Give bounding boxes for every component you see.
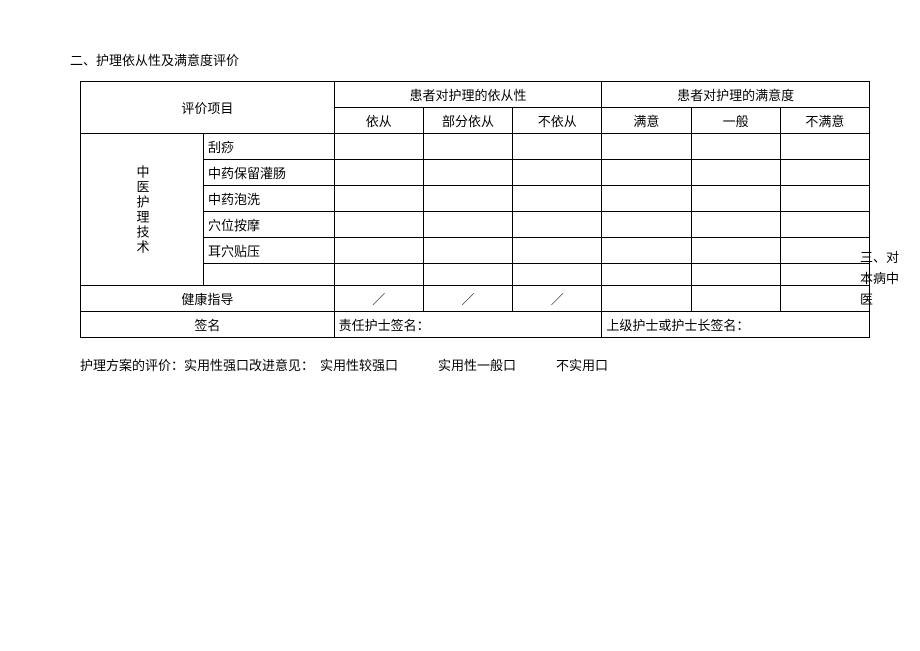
cell: ／ [423,286,512,312]
cell [780,186,869,212]
cell [691,160,780,186]
cell [691,238,780,264]
section-title: 二、护理依从性及满意度评价 [70,50,850,69]
table-row: 中医护理技术 刮痧 [81,134,870,160]
cell [513,238,602,264]
table-row: 健康指导 ／ ／ ／ [81,286,870,312]
header-col: 依从 [334,108,423,134]
evaluation-table: 评价项目 患者对护理的依从性 患者对护理的满意度 依从 部分依从 不依从 满意 … [80,81,870,338]
tech-item: 穴位按摩 [204,212,335,238]
cell [602,286,691,312]
tech-item: 中药保留灌肠 [204,160,335,186]
table-header-row-1: 评价项目 患者对护理的依从性 患者对护理的满意度 [81,82,870,108]
cell [602,186,691,212]
cell [423,212,512,238]
header-col: 满意 [602,108,691,134]
header-col: 不满意 [780,108,869,134]
cell: ／ [513,286,602,312]
cell [691,134,780,160]
cell [780,238,869,264]
table-row: 签名 责任护士签名： 上级护士或护士长签名： [81,312,870,338]
cell [691,264,780,286]
cell [423,186,512,212]
cell [423,134,512,160]
eval-option: 实用性较强口 [320,356,398,376]
cell [602,160,691,186]
cell [691,212,780,238]
cell [780,264,869,286]
header-col: 一般 [691,108,780,134]
cell [334,186,423,212]
eval-option: 实用性一般口 [438,356,516,376]
tech-item: 中药泡洗 [204,186,335,212]
header-col: 不依从 [513,108,602,134]
header-satisfaction-group: 患者对护理的满意度 [602,82,870,108]
cell [691,186,780,212]
cell [513,134,602,160]
eval-option: 不实用口 [556,356,608,376]
tech-item-blank [204,264,335,286]
header-col: 部分依从 [423,108,512,134]
cell [780,212,869,238]
tech-item: 刮痧 [204,134,335,160]
cell [602,264,691,286]
cell [423,264,512,286]
cell [423,160,512,186]
cell [780,160,869,186]
sign-right-cell: 上级护士或护士长签名： [602,312,870,338]
cell [334,264,423,286]
sign-label: 签名 [81,312,335,338]
cell [602,238,691,264]
cell [780,134,869,160]
cell: ／ [334,286,423,312]
eval-opt1: 实用性强口 [184,358,249,373]
eval-options: 实用性较强口 实用性一般口 不实用口 [320,356,608,376]
cell [334,212,423,238]
eval-suffix: 改进意见： [249,358,314,373]
header-compliance-group: 患者对护理的依从性 [334,82,602,108]
cell [334,160,423,186]
eval-prefix: 护理方案的评价： [80,358,184,373]
cell [780,286,869,312]
sign-left-cell: 责任护士签名： [334,312,602,338]
cell [691,286,780,312]
cell [602,134,691,160]
right-margin-note: 三、对本病中医 [860,248,900,310]
cell [334,238,423,264]
tech-label: 中医护理技术 [81,134,204,286]
cell [513,160,602,186]
cell [513,212,602,238]
evaluation-line: 护理方案的评价：实用性强口改进意见： 实用性较强口 实用性一般口 不实用口 [80,356,850,376]
header-eval-item: 评价项目 [81,82,335,134]
cell [513,264,602,286]
cell [513,186,602,212]
cell [602,212,691,238]
tech-item: 耳穴贴压 [204,238,335,264]
eval-label: 护理方案的评价：实用性强口改进意见： [80,356,320,376]
cell [423,238,512,264]
cell [334,134,423,160]
health-guide-label: 健康指导 [81,286,335,312]
